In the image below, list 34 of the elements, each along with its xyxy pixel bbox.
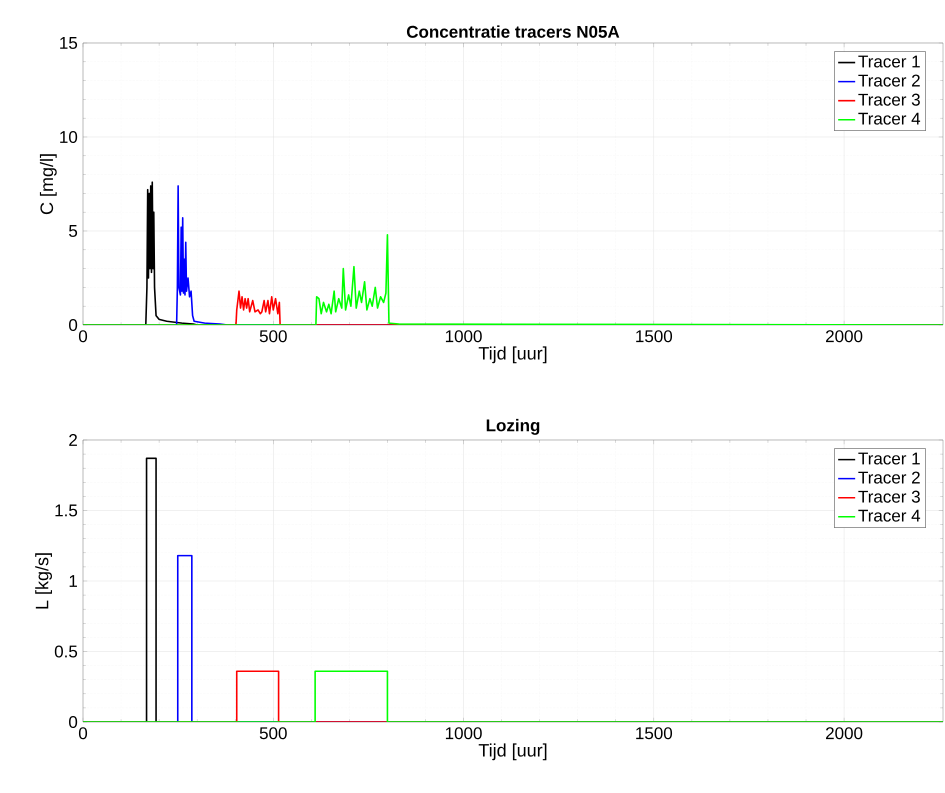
x-axis-title: Tijd [uur] [478,346,546,364]
x-tick-label: 0 [78,330,88,342]
y-axis-title: L [kg/s] [35,553,52,609]
y-tick-label: 0.5 [54,645,78,658]
chart-title: Concentratie tracers N05A [406,25,620,38]
x-tick-label: 500 [260,330,287,342]
x-tick-label: 2000 [826,727,862,740]
y-tick-label: 1.5 [55,504,78,516]
legend-label: Tracer 2 [858,74,920,87]
y-tick-label: 0 [69,318,78,332]
y-tick-label: 1 [70,575,77,587]
y-tick-label: 5 [69,225,78,237]
legend-label: Tracer 4 [858,510,920,522]
legend-label: Tracer 1 [858,452,920,465]
legend-label: Tracer 1 [858,56,920,68]
y-tick-label: 15 [60,37,78,49]
chart-title: Lozing [486,418,540,435]
y-tick-label: 0 [69,716,78,728]
x-tick-label: 500 [260,727,287,740]
x-tick-label: 1000 [446,330,482,342]
legend-label: Tracer 4 [858,112,920,125]
x-axis-title: Tijd [uur] [478,743,546,760]
x-tick-label: 1000 [446,727,482,740]
legend-label: Tracer 2 [858,472,920,484]
x-tick-label: 2000 [826,330,862,342]
y-axis-title: C [mg/l] [40,154,57,214]
x-tick-label: 1500 [636,727,672,740]
x-tick-label: 1500 [636,330,672,342]
line-series [83,234,944,325]
y-tick-label: 10 [60,130,78,144]
legend-label: Tracer 3 [858,94,920,106]
y-tick-label: 2 [69,434,77,446]
legend-label: Tracer 3 [858,490,920,503]
x-tick-label: 0 [78,727,88,740]
